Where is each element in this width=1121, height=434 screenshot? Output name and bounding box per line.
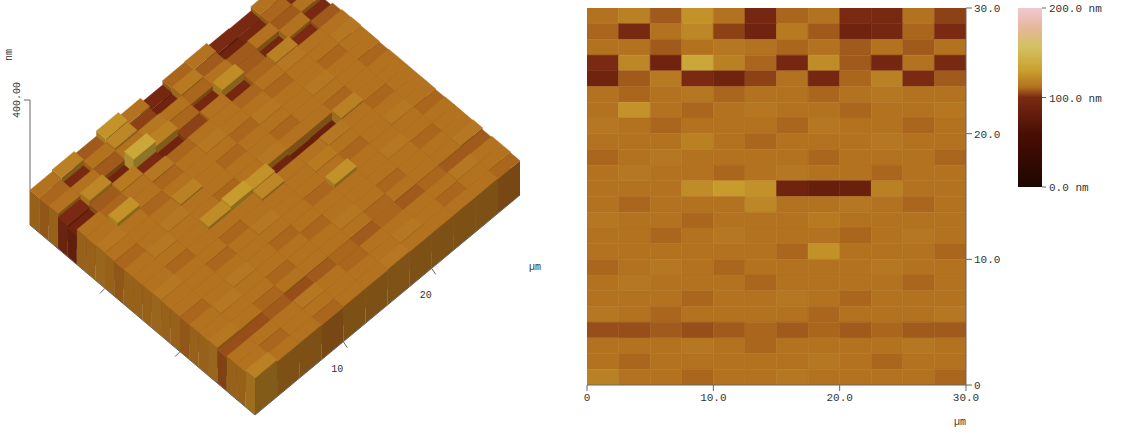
svg-text:10: 10 bbox=[331, 364, 343, 375]
svg-text:20.0: 20.0 bbox=[826, 392, 852, 404]
svg-text:µm: µm bbox=[954, 417, 966, 428]
svg-text:10.0: 10.0 bbox=[700, 392, 726, 404]
svg-text:µm: µm bbox=[529, 262, 541, 273]
svg-text:30.0: 30.0 bbox=[953, 392, 979, 404]
svg-text:0.0 nm: 0.0 nm bbox=[1049, 182, 1089, 194]
svg-text:0: 0 bbox=[584, 392, 591, 404]
svg-text:400.00: 400.00 bbox=[12, 82, 23, 118]
svg-text:0: 0 bbox=[974, 380, 981, 392]
svg-text:10.0: 10.0 bbox=[974, 254, 1000, 266]
svg-text:20.0: 20.0 bbox=[974, 129, 1000, 141]
svg-text:20: 20 bbox=[420, 290, 432, 301]
svg-text:30.0: 30.0 bbox=[974, 3, 1000, 15]
svg-text:200.0 nm: 200.0 nm bbox=[1049, 3, 1102, 15]
svg-text:100.0 nm: 100.0 nm bbox=[1049, 93, 1102, 105]
svg-text:nm: nm bbox=[4, 49, 15, 61]
